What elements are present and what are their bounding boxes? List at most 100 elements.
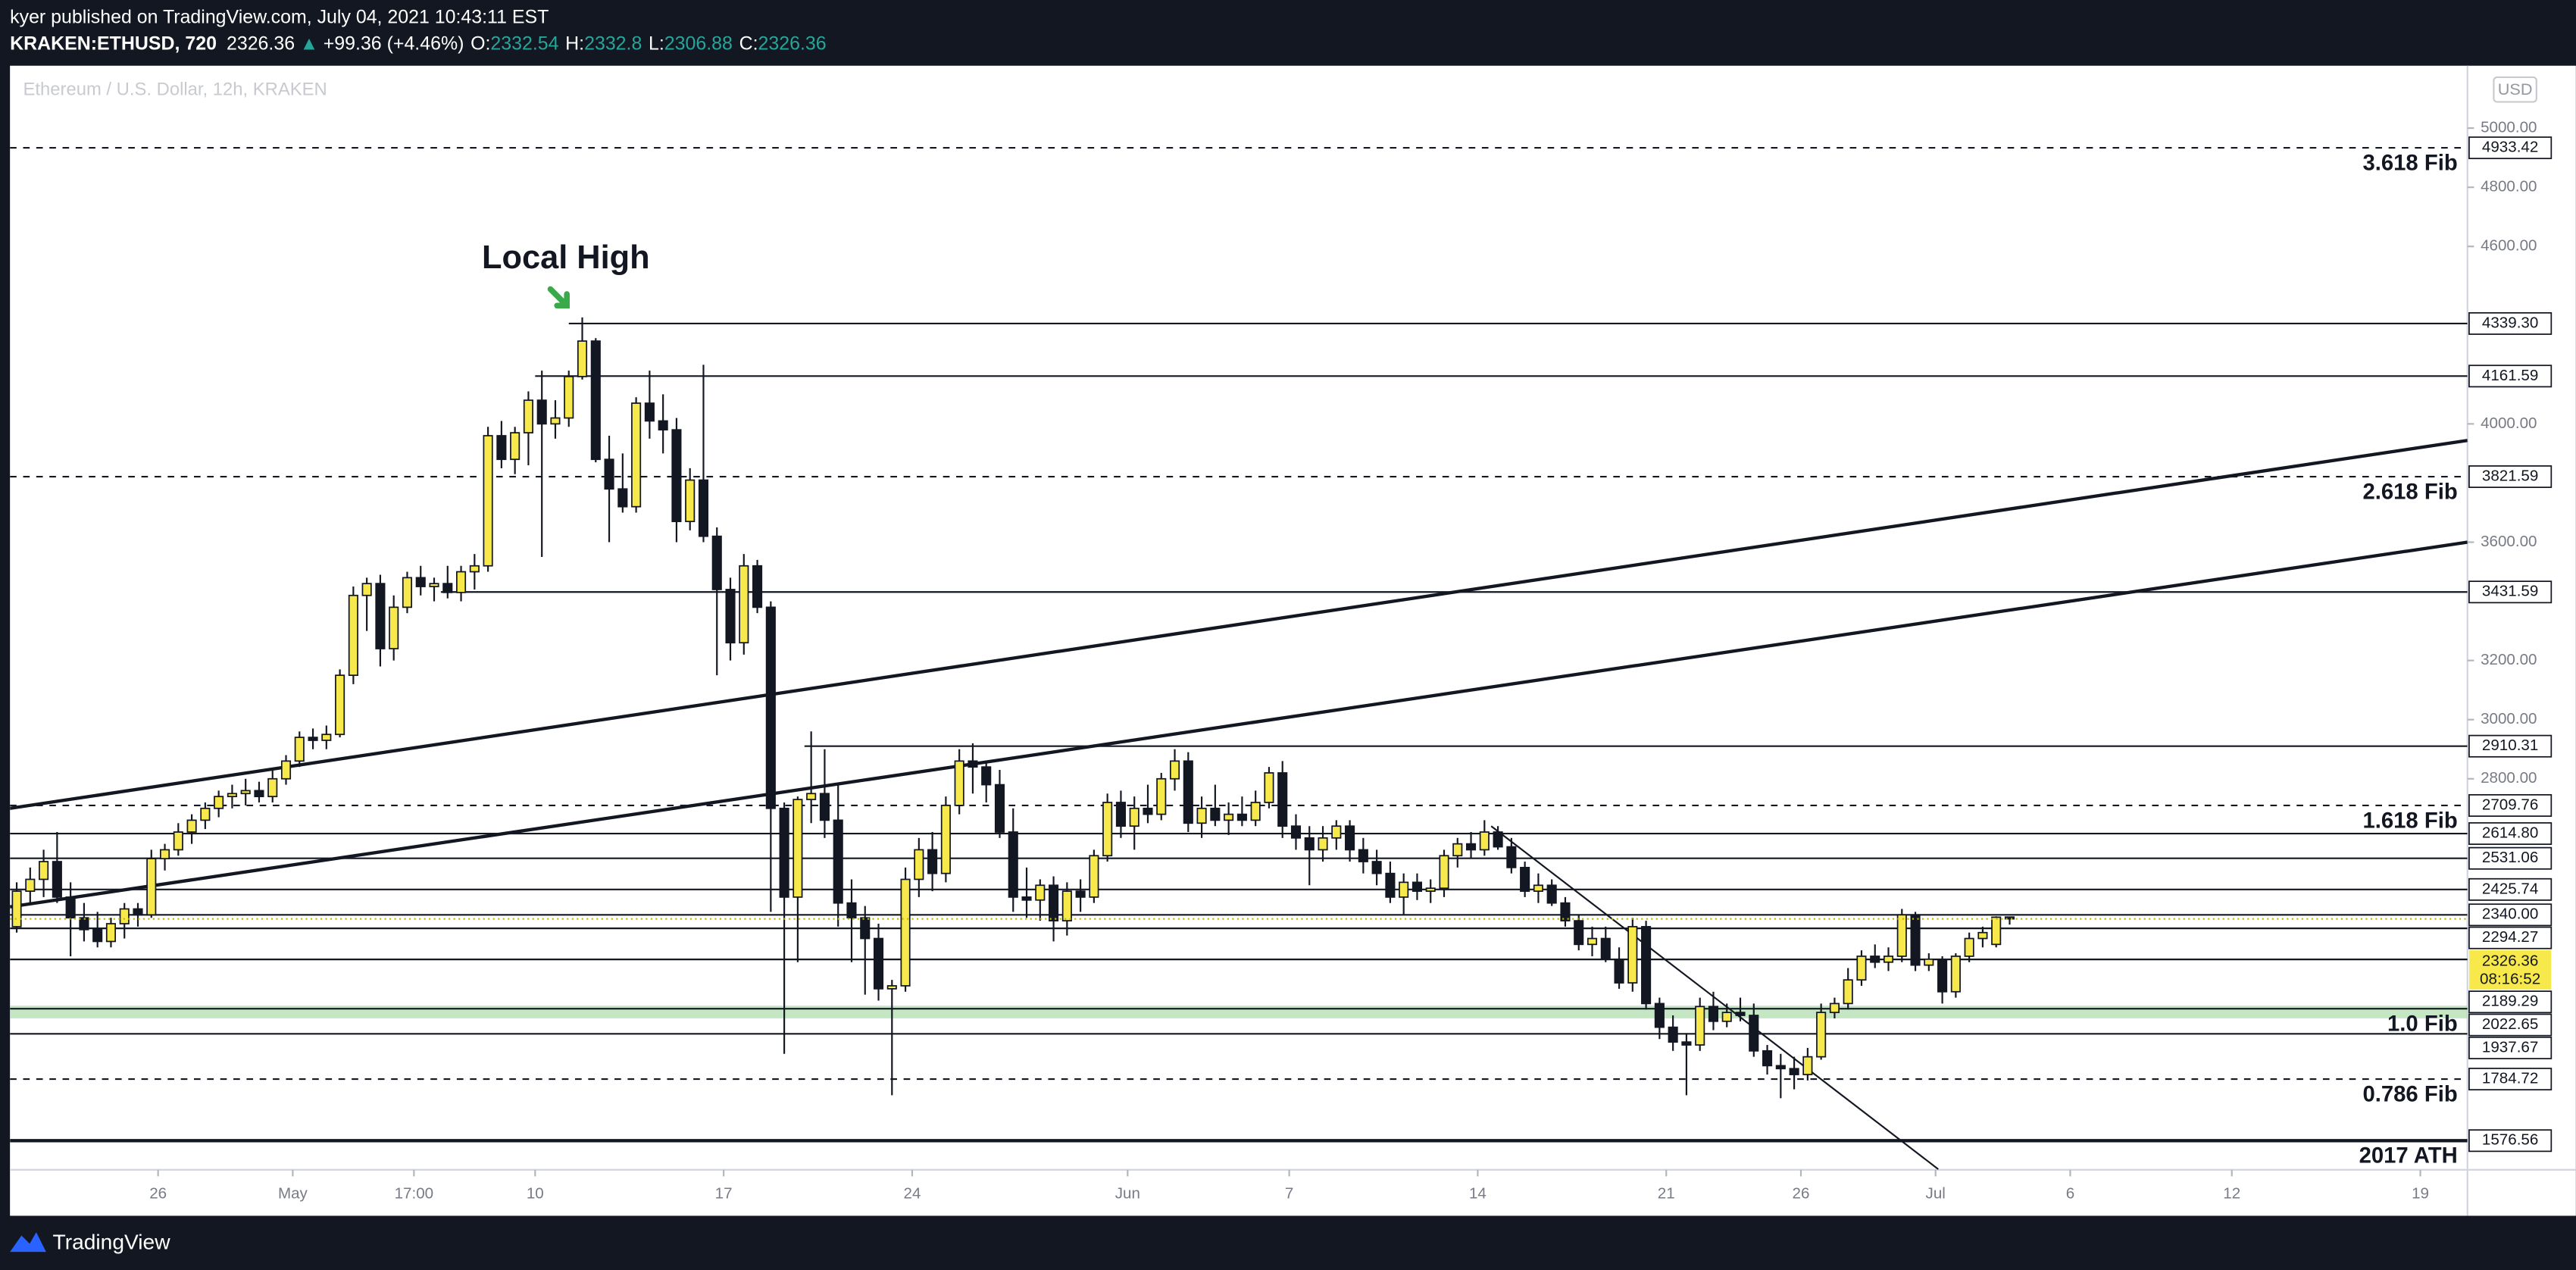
candle-body xyxy=(1129,807,1140,827)
level-name: 2017 ATH xyxy=(2359,1144,2458,1168)
last-price-label: 2326.36 xyxy=(2482,952,2538,970)
x-tick-label: 12 xyxy=(2223,1185,2240,1203)
candle-body xyxy=(1264,772,1274,803)
level-price: 1937.67 xyxy=(2482,1038,2538,1056)
candle-body xyxy=(671,429,682,523)
candle-body xyxy=(25,878,36,892)
candle-body xyxy=(1411,881,1423,892)
candle-body xyxy=(1856,956,1867,981)
candle-body xyxy=(1345,825,1355,851)
y-tick-label: 2800.00 xyxy=(2481,769,2537,787)
level-price: 4933.42 xyxy=(2482,139,2538,156)
y-tick-label: 3000.00 xyxy=(2481,710,2537,727)
x-tick-label: Jul xyxy=(1926,1185,1946,1203)
level-price-box xyxy=(2468,1129,2553,1153)
level-price-box xyxy=(2468,580,2553,604)
candle-body xyxy=(227,793,237,798)
change-arrow: ▲ xyxy=(300,33,319,54)
candle-body xyxy=(644,402,655,422)
open-value: 2332.54 xyxy=(490,33,558,54)
candle-body xyxy=(1479,831,1490,851)
candle-body xyxy=(1977,931,1988,940)
candle-body xyxy=(1021,896,1032,901)
level-price-box xyxy=(2468,877,2553,901)
low-label: L: xyxy=(649,33,664,54)
close-label: C: xyxy=(739,33,758,54)
candle-body xyxy=(550,417,561,425)
candle-body xyxy=(1533,884,1543,892)
candle-body xyxy=(1749,1015,1759,1052)
chart-area xyxy=(10,65,2576,1216)
candle-body xyxy=(280,760,292,780)
candle-body xyxy=(914,849,924,881)
candle-body xyxy=(1560,902,1571,921)
candle-body xyxy=(1385,872,1396,898)
candle-body xyxy=(375,583,386,649)
trendline xyxy=(10,439,2468,810)
candle-body xyxy=(1143,807,1153,815)
x-tick-label: 26 xyxy=(1793,1185,1810,1203)
level-price: 3821.59 xyxy=(2482,467,2538,484)
x-tick-label: May xyxy=(278,1185,308,1203)
candle-body xyxy=(1681,1041,1692,1046)
candle-body xyxy=(79,917,89,931)
level-name: 1.0 Fib xyxy=(2387,1012,2458,1037)
candle-body xyxy=(1236,813,1247,821)
candle-body xyxy=(389,606,399,649)
candle-body xyxy=(725,589,736,644)
x-tick-label: 21 xyxy=(1658,1185,1675,1203)
level-price-box xyxy=(2468,465,2553,488)
candle-body xyxy=(1250,802,1261,821)
x-tick-label: 6 xyxy=(2066,1185,2074,1203)
candle-body xyxy=(1735,1012,1746,1016)
candle-body xyxy=(886,985,897,990)
x-tick-label: 26 xyxy=(149,1185,167,1203)
candle-body xyxy=(1721,1012,1732,1022)
candle-body xyxy=(1358,849,1368,862)
candle-body xyxy=(873,937,884,990)
candle-body xyxy=(1506,846,1517,868)
candle-body xyxy=(1574,920,1584,946)
candle-body xyxy=(1896,914,1907,957)
level-price-box xyxy=(2468,1036,2553,1059)
candle-body xyxy=(779,807,789,898)
candle-body xyxy=(1668,1026,1678,1043)
candle-body xyxy=(752,565,763,608)
level-price-box xyxy=(2468,136,2553,160)
candle-body xyxy=(860,917,871,940)
level-name: 1.618 Fib xyxy=(2362,809,2457,833)
candle-body xyxy=(133,908,143,916)
publisher: kyer published on TradingView.com, July … xyxy=(10,6,549,27)
candle-body xyxy=(483,435,493,567)
candle-body xyxy=(1843,979,1853,1005)
level-price: 1576.56 xyxy=(2482,1131,2538,1149)
level-name: 0.786 Fib xyxy=(2362,1082,2457,1106)
x-tick-label: 14 xyxy=(1469,1185,1487,1203)
candle-body xyxy=(294,737,305,762)
candle-body xyxy=(402,577,413,608)
candle-body xyxy=(954,760,964,806)
candle-body xyxy=(1115,802,1126,827)
x-tick-label: 17 xyxy=(715,1185,733,1203)
change: +99.36 (+4.46%) xyxy=(324,33,464,54)
level-price-box xyxy=(2468,794,2553,817)
x-tick-label: 17:00 xyxy=(395,1185,434,1203)
level-name: 3.618 Fib xyxy=(2362,151,2457,175)
logo-mark xyxy=(10,1232,46,1253)
candle-body xyxy=(200,807,211,821)
candle-body xyxy=(604,458,614,490)
candle-body xyxy=(1290,825,1302,839)
level-price-box xyxy=(2468,926,2553,949)
candle-body xyxy=(1399,881,1409,898)
level-price: 2425.74 xyxy=(2482,880,2538,897)
candle-body xyxy=(1224,813,1234,821)
close-value: 2326.36 xyxy=(758,33,827,54)
candle-body xyxy=(1425,887,1436,892)
candle-body xyxy=(1156,777,1167,815)
candle-body xyxy=(1183,760,1193,824)
candle-body xyxy=(308,737,318,741)
candle-body xyxy=(1102,802,1113,857)
x-tick-label: 19 xyxy=(2412,1185,2429,1203)
candle-body xyxy=(806,793,817,800)
candle-body xyxy=(11,890,22,927)
